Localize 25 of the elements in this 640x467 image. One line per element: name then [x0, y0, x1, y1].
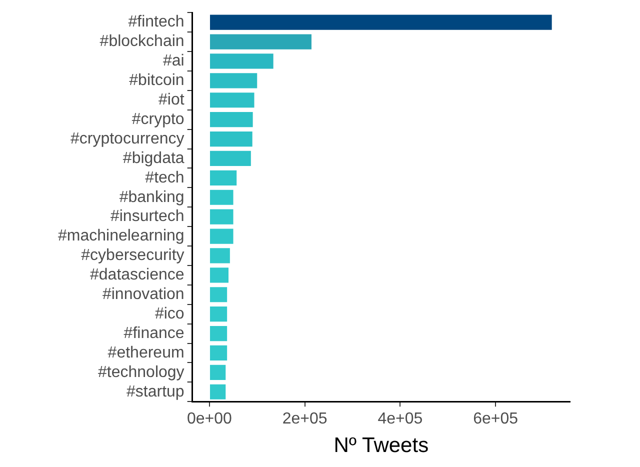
y-tick-label: #finance: [124, 324, 184, 342]
y-tick-label: #ethereum: [108, 344, 184, 362]
y-tick-label: #bigdata: [122, 150, 184, 167]
y-tick-label: #cryptocurrency: [70, 130, 184, 148]
y-tick-label: #datascience: [90, 266, 184, 284]
x-axis-title: Nº Tweets: [334, 434, 429, 458]
y-tick-label: #machinelearning: [58, 228, 184, 245]
x-tick-label: 2e+05: [282, 410, 328, 428]
y-tick-label: #cybersecurity: [81, 247, 184, 264]
y-tick-label: #ai: [162, 52, 184, 70]
x-tick-label: 0e+00: [187, 410, 232, 428]
y-tick-label: #crypto: [132, 110, 184, 128]
y-tick-label: #ico: [154, 305, 184, 322]
y-tick-label: #blockchain: [100, 33, 184, 50]
y-tick-label: #tech: [145, 169, 184, 186]
y-tick-label: #iot: [158, 92, 185, 109]
y-tick-label: #insurtech: [110, 208, 184, 226]
y-tick-label: #technology: [98, 364, 184, 381]
x-tick-label: 6e+05: [473, 410, 518, 428]
y-tick-label: #fintech: [128, 14, 184, 31]
y-tick-label: #banking: [119, 188, 184, 206]
x-tick-label: 4e+05: [378, 410, 423, 428]
y-tick-label: #innovation: [102, 286, 184, 304]
y-tick-label: #bitcoin: [129, 72, 184, 90]
y-tick-label: #startup: [126, 383, 184, 400]
